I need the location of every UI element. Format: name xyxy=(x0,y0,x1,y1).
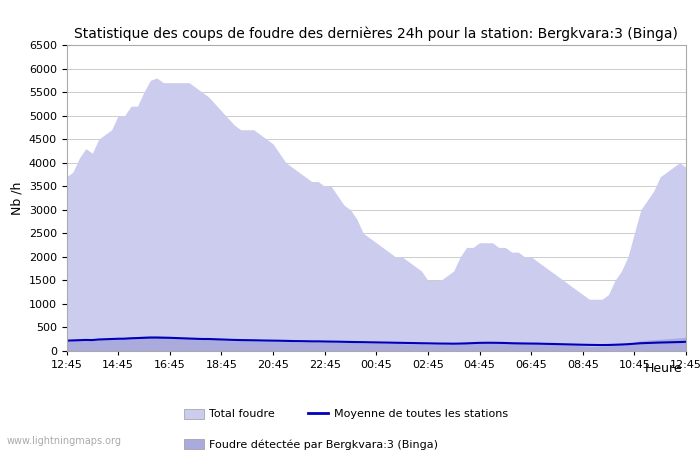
Text: www.lightningmaps.org: www.lightningmaps.org xyxy=(7,436,122,446)
Legend: Foudre détectée par Bergkvara:3 (Binga): Foudre détectée par Bergkvara:3 (Binga) xyxy=(183,439,438,450)
Text: Heure: Heure xyxy=(645,362,682,375)
Y-axis label: Nb /h: Nb /h xyxy=(10,181,23,215)
Title: Statistique des coups de foudre des dernières 24h pour la station: Bergkvara:3 (: Statistique des coups de foudre des dern… xyxy=(74,27,678,41)
